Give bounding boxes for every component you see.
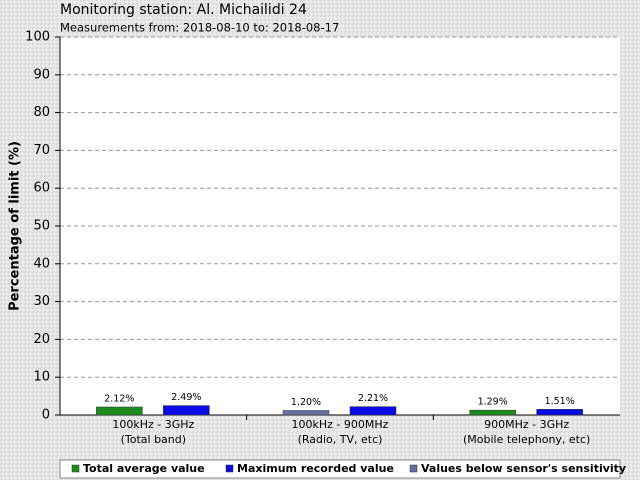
value-label: 2.12%	[104, 393, 134, 404]
y-tick-label: 100	[25, 30, 50, 45]
bar	[282, 410, 330, 416]
bar	[349, 406, 397, 416]
y-tick-label: 70	[33, 143, 50, 158]
y-tick-label: 20	[33, 332, 50, 347]
legend-label: Total average value	[83, 462, 205, 475]
value-label: 2.49%	[171, 392, 201, 403]
x-tick-label: 900MHz - 3GHz	[484, 418, 569, 431]
chart-title: Monitoring station: Al. Michailidi 24	[60, 2, 307, 18]
chart-subtitle: Measurements from: 2018-08-10 to: 2018-0…	[60, 21, 339, 35]
value-label: 1.51%	[545, 396, 575, 407]
y-tick-label: 40	[33, 256, 50, 271]
legend-swatch	[71, 464, 80, 473]
y-tick-label: 0	[42, 408, 50, 423]
value-label: 1.29%	[478, 397, 508, 408]
x-tick-label: 100kHz - 900MHz	[292, 418, 389, 431]
legend-label: Values below sensor's sensitivity	[421, 462, 626, 475]
legend-swatch	[409, 464, 418, 473]
bar	[96, 406, 143, 416]
legend-swatch	[225, 464, 234, 473]
y-tick-label: 80	[33, 105, 50, 120]
bar	[163, 405, 210, 416]
y-tick-label: 50	[33, 219, 50, 234]
x-tick-label: (Radio, TV, etc)	[298, 433, 383, 446]
y-tick-label: 30	[33, 294, 50, 309]
legend-label: Maximum recorded value	[237, 462, 394, 475]
value-label: 2.21%	[358, 393, 388, 404]
x-tick-label: (Mobile telephony, etc)	[463, 433, 590, 446]
y-axis-label: Percentage of limit (%)	[8, 141, 23, 311]
bar	[469, 409, 516, 416]
x-tick-label: 100kHz - 3GHz	[112, 418, 194, 431]
x-tick-label: (Total band)	[121, 433, 186, 446]
bar	[536, 409, 583, 416]
legend	[59, 459, 621, 479]
y-tick-label: 60	[33, 181, 50, 196]
y-tick-label: 10	[33, 370, 50, 385]
y-tick-label: 90	[33, 67, 50, 82]
value-label: 1.20%	[291, 397, 321, 408]
